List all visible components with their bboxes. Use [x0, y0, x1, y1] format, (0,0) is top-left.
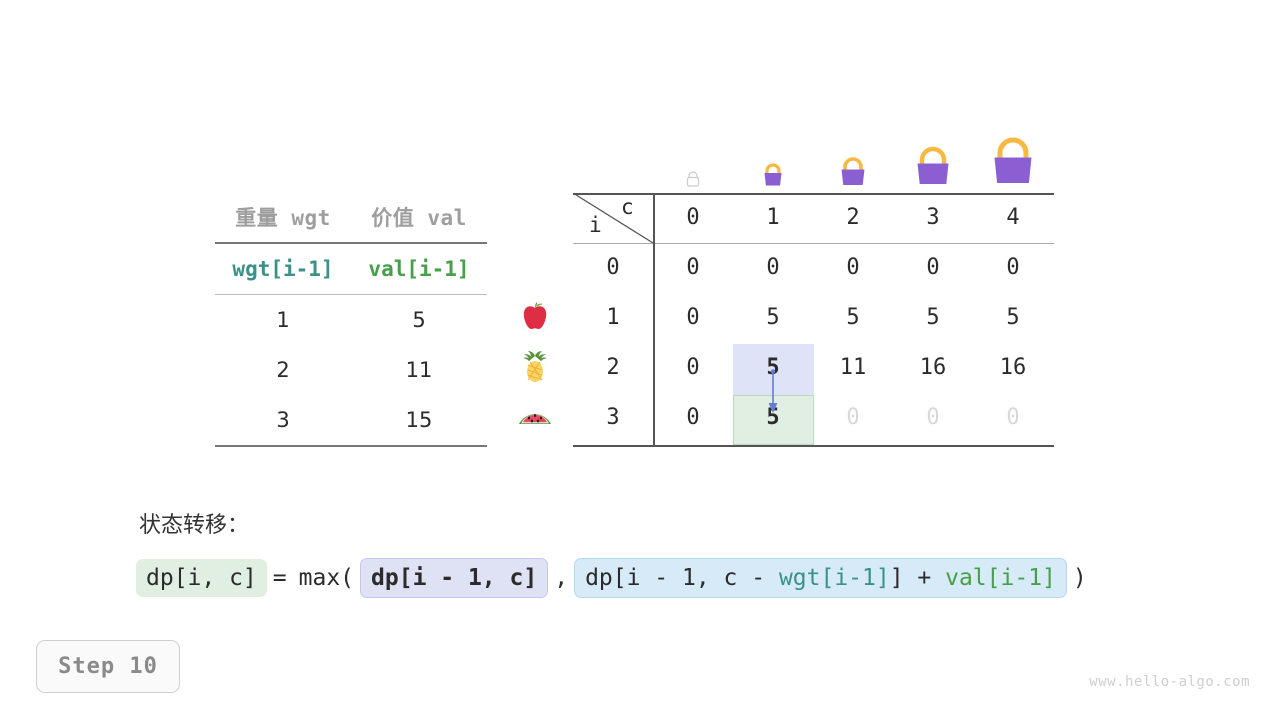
dp-table: c i 0 1 2 3 4 0 0 0 0 0 0 1 0 5 5 5 5 2 — [573, 193, 1054, 447]
dp-header-rule — [573, 243, 1054, 244]
formula-skip-term: dp[i - 1, c] — [360, 558, 549, 599]
dp-col-header-2: 2 — [846, 205, 860, 230]
formula-target: dp[i, c] — [136, 559, 267, 598]
diagonal-divider-icon — [573, 193, 653, 243]
formula-comma: , — [554, 565, 569, 592]
dp-col-header-1: 1 — [766, 205, 780, 230]
dp-cell-3-4: 0 — [1006, 405, 1020, 430]
items-table-row: 1 5 — [215, 295, 487, 346]
dp-cell-3-3: 0 — [926, 405, 940, 430]
item-wgt-1: 1 — [276, 308, 290, 332]
pineapple-icon — [505, 342, 565, 392]
dp-bottom-rule — [573, 445, 1054, 447]
dp-cell-3-2: 0 — [846, 405, 860, 430]
item-wgt-3: 3 — [215, 395, 351, 447]
items-table-subheader-row: wgt[i-1] val[i-1] — [215, 243, 487, 295]
formula-take-prefix: dp[i - 1, c - — [585, 565, 779, 591]
dp-cell-3-1: 5 — [766, 405, 780, 430]
dp-cell-1-3: 5 — [926, 305, 940, 330]
transition-arrow-icon — [768, 369, 778, 413]
bag-icon — [973, 133, 1053, 187]
bag-icon — [893, 143, 973, 187]
formula-take-wgt: wgt[i-1] — [778, 565, 890, 591]
transition-label: 状态转移： — [139, 513, 250, 538]
formula-max-open: max( — [298, 565, 355, 592]
dp-cell-0-2: 0 — [846, 255, 860, 280]
items-header-wgt: 重量 wgt — [215, 192, 351, 244]
items-table-row: 3 15 — [215, 395, 487, 447]
dp-cell-1-4: 5 — [1006, 305, 1020, 330]
items-table-row: 2 11 — [215, 345, 487, 395]
dp-col-header-0: 0 — [686, 205, 700, 230]
transition-formula: dp[i, c] = max( dp[i - 1, c] , dp[i - 1,… — [136, 558, 1093, 599]
dp-cell-0-1: 0 — [766, 255, 780, 280]
bag-icon-row — [653, 125, 1053, 187]
dp-corner-row-label: i — [589, 213, 602, 237]
formula-take-term: dp[i - 1, c - wgt[i-1]] + val[i-1] — [574, 558, 1067, 599]
dp-cell-0-3: 0 — [926, 255, 940, 280]
dp-cell-2-1: 5 — [766, 355, 780, 380]
dp-cell-1-2: 5 — [846, 305, 860, 330]
dp-row-2: 2 0 5 11 16 16 — [573, 343, 1053, 393]
item-wgt-2: 2 — [276, 358, 290, 382]
items-table-header-row: 重量 wgt 价值 val — [215, 192, 487, 244]
dp-cell-1-1: 5 — [766, 305, 780, 330]
dp-row-header-0: 0 — [606, 255, 620, 280]
item-val-2: 11 — [405, 358, 433, 382]
formula-take-val: val[i-1] — [945, 565, 1056, 591]
dp-row-0: 0 0 0 0 0 0 — [573, 243, 1053, 293]
dp-row-header-1: 1 — [606, 305, 620, 330]
dp-col-header-4: 4 — [1006, 205, 1020, 230]
dp-grid: c i 0 1 2 3 4 0 0 0 0 0 0 1 0 5 5 5 5 2 — [573, 193, 1054, 447]
dp-cell-2-2: 11 — [839, 355, 867, 380]
dp-cell-1-0: 0 — [686, 305, 700, 330]
dp-vertical-rule — [653, 193, 655, 445]
dp-corner-cell: c i — [573, 193, 653, 243]
bag-icon — [733, 159, 813, 187]
items-table-grid: 重量 wgt 价值 val wgt[i-1] val[i-1] 1 5 2 11… — [215, 192, 487, 447]
dp-row-header-2: 2 — [606, 355, 620, 380]
dp-cell-0-0: 0 — [686, 255, 700, 280]
items-header-val: 价值 val — [351, 192, 487, 244]
item-val-3: 15 — [351, 395, 487, 447]
items-table: 重量 wgt 价值 val wgt[i-1] val[i-1] 1 5 2 11… — [215, 192, 487, 447]
dp-cell-2-4: 16 — [999, 355, 1027, 380]
dp-row-header-3: 3 — [606, 405, 620, 430]
dp-cell-3-0: 0 — [686, 405, 700, 430]
watermark: www.hello-algo.com — [1089, 674, 1250, 690]
dp-row-3: 3 0 5 0 0 0 — [573, 393, 1053, 443]
watermelon-icon — [505, 392, 565, 442]
fruit-icon-column — [505, 292, 565, 442]
formula-take-mid: ] + — [889, 565, 946, 591]
dp-top-rule — [573, 193, 1054, 195]
formula-equals: = — [272, 565, 287, 592]
bag-empty-icon — [653, 169, 733, 187]
items-subheader-val: val[i-1] — [351, 243, 487, 295]
dp-cell-0-4: 0 — [1006, 255, 1020, 280]
dp-header-row: c i 0 1 2 3 4 — [573, 193, 1053, 243]
step-badge: Step 10 — [36, 640, 180, 693]
dp-row-1: 1 0 5 5 5 5 — [573, 293, 1053, 343]
items-subheader-wgt: wgt[i-1] — [215, 243, 351, 295]
dp-cell-2-3: 16 — [919, 355, 947, 380]
formula-close-paren: ) — [1072, 565, 1087, 592]
dp-col-header-3: 3 — [926, 205, 940, 230]
item-val-1: 5 — [412, 308, 426, 332]
bag-icon — [813, 153, 893, 187]
dp-cell-2-0: 0 — [686, 355, 700, 380]
apple-icon — [505, 292, 565, 342]
dp-corner-col-label: c — [621, 195, 634, 219]
